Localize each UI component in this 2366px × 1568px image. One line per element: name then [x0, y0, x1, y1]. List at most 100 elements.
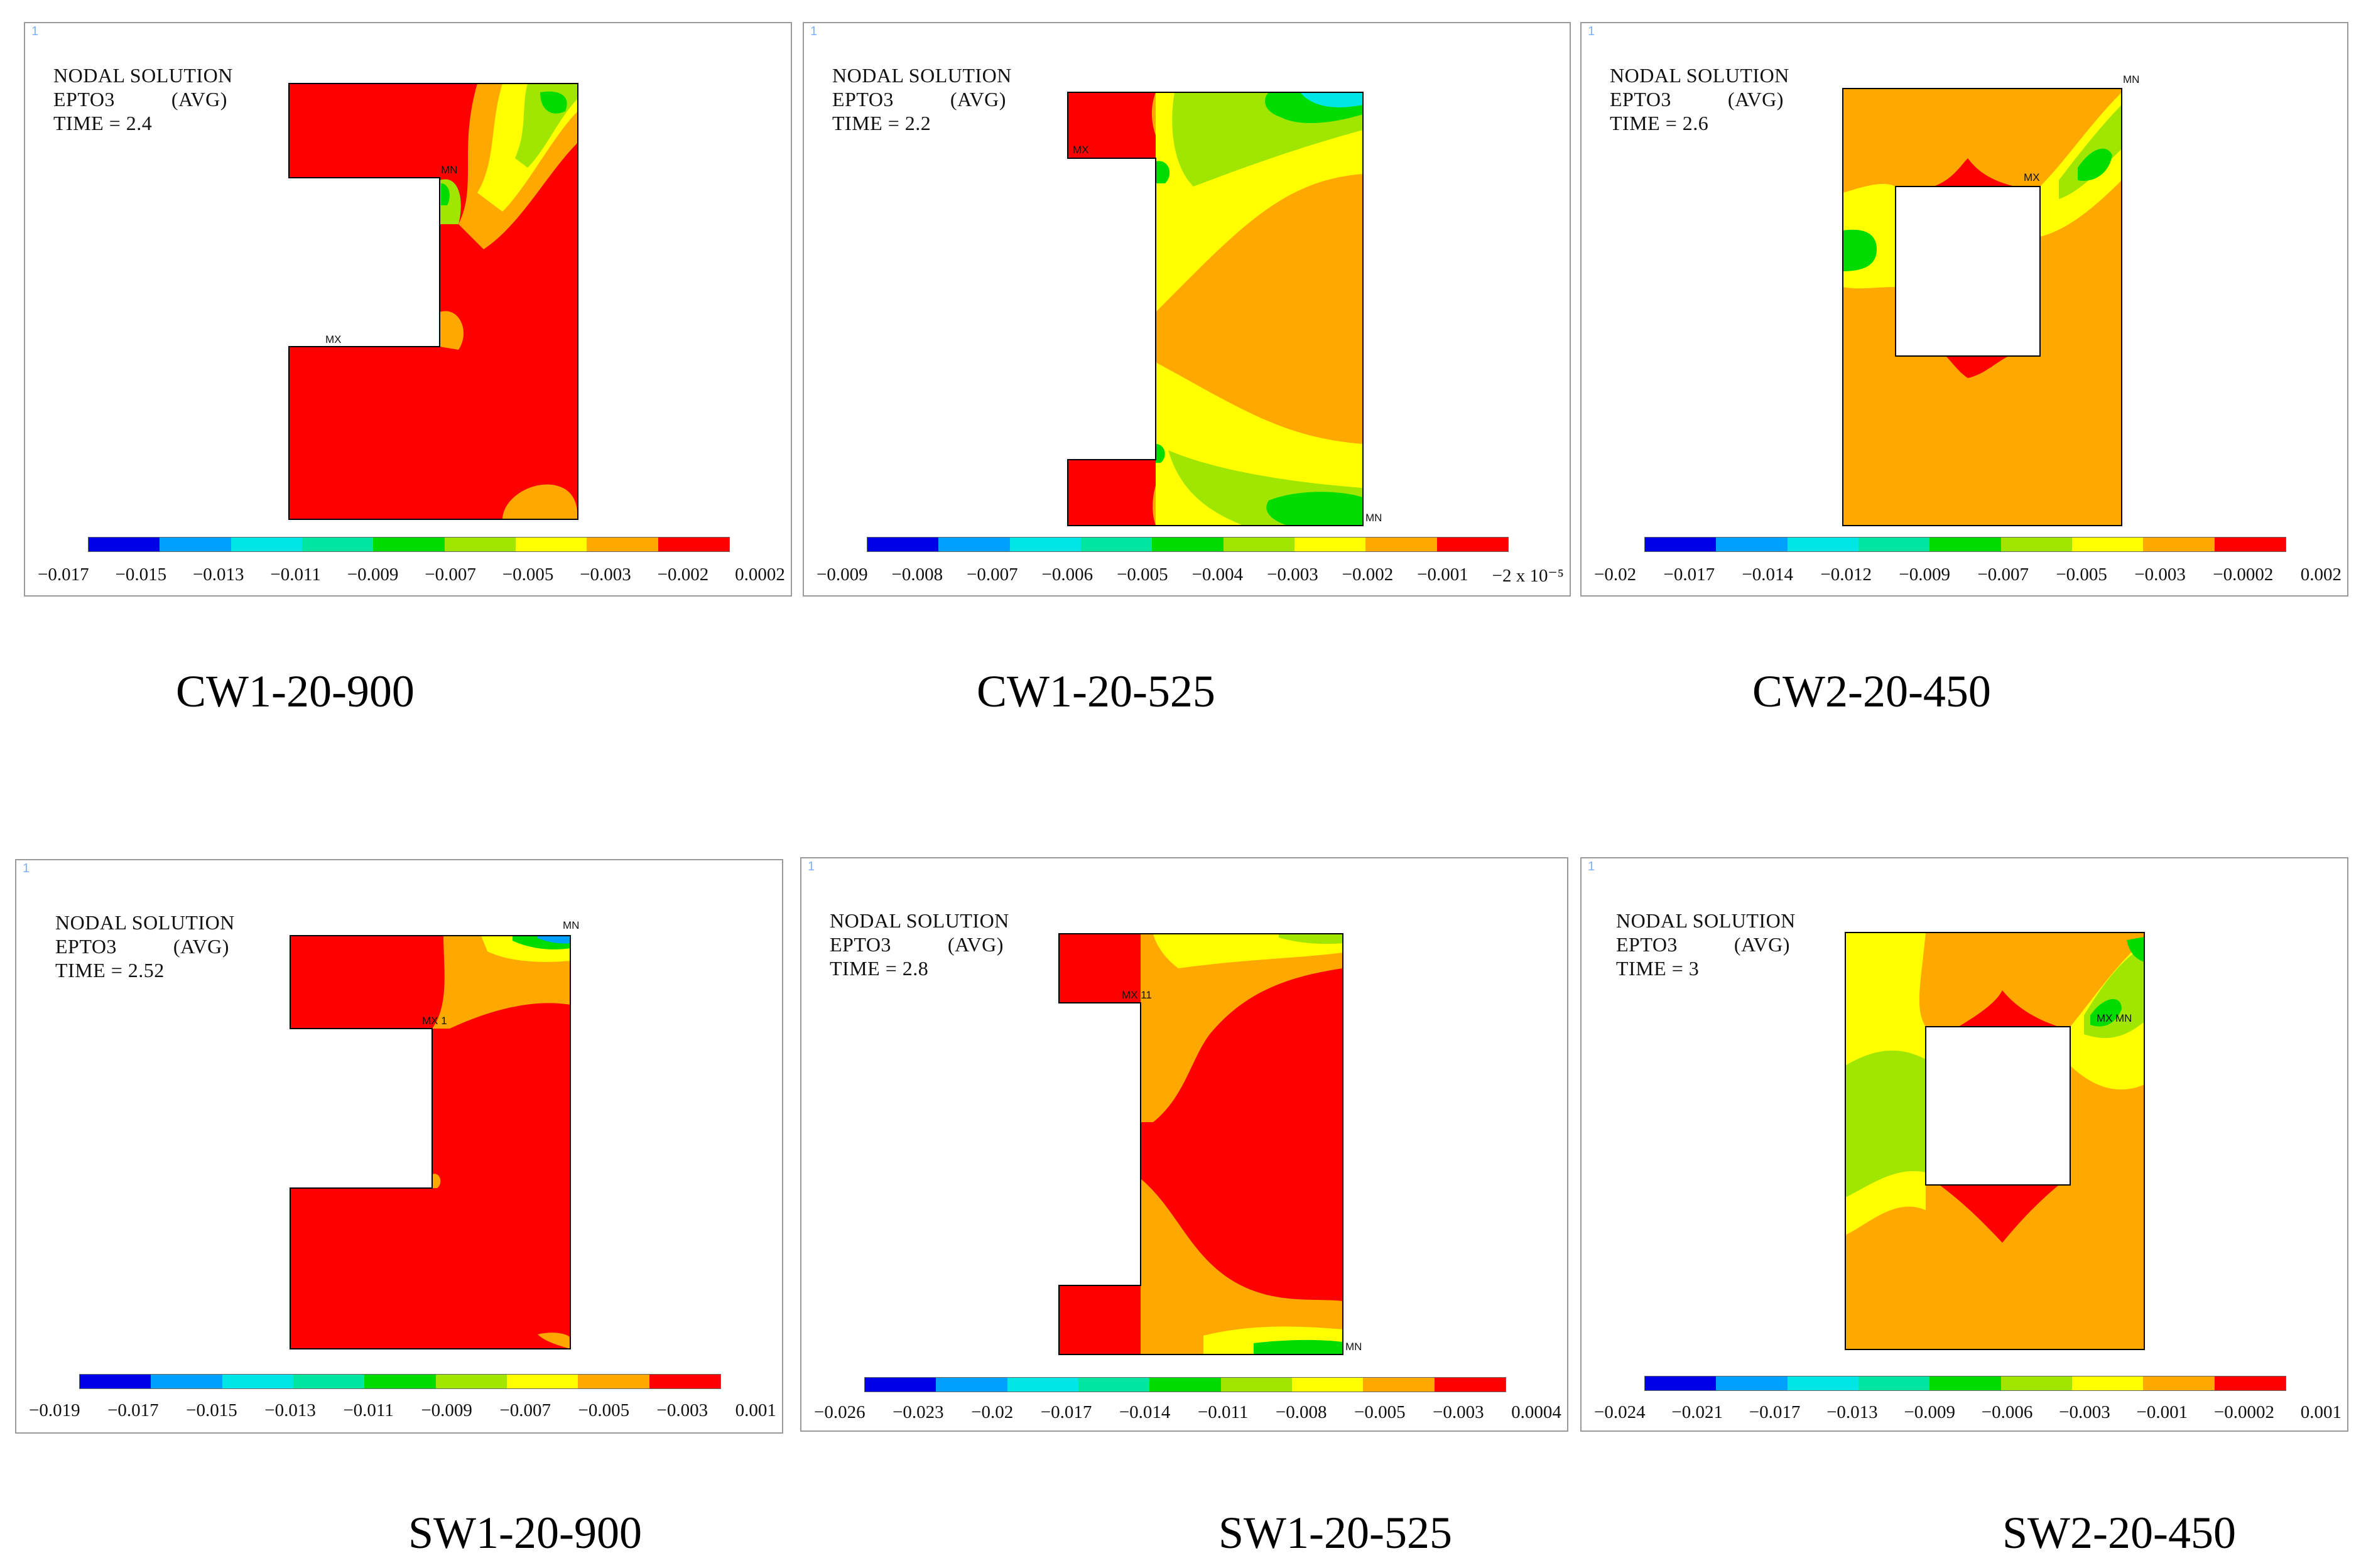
- scale-segment: [1858, 538, 1930, 551]
- contour-region: [1141, 934, 1343, 1122]
- scale-tick-label: 0.0004: [1511, 1402, 1561, 1422]
- scale-tick-label: −0.017: [107, 1400, 159, 1420]
- scale-segment: [867, 538, 939, 551]
- scale-segment: [444, 538, 516, 551]
- scale-segment: [231, 538, 302, 551]
- corner-mark: 1: [31, 24, 39, 38]
- caption-cw1-20-525: CW1-20-525: [977, 666, 1215, 716]
- contour-region: [502, 484, 578, 519]
- contour-panel-sw1-20-900: 1 NODAL SOLUTION EPTO3 (AVG) TIME = 2.52 …: [15, 859, 783, 1434]
- scale-segment: [515, 538, 587, 551]
- scale-segment: [1009, 538, 1081, 551]
- scale-tick-label: 0.0002: [735, 565, 785, 585]
- contour-panel-cw1-20-900: 1 NODAL SOLUTION EPTO3 (AVG) TIME = 2.4 M…: [24, 22, 792, 597]
- contour-plot: [288, 83, 578, 520]
- contour-region: [1068, 92, 1168, 158]
- header-title: NODAL SOLUTION: [1616, 909, 1796, 932]
- contour-panel-sw1-20-525: 1 NODAL SOLUTION EPTO3 (AVG) TIME = 2.8 M…: [800, 857, 1568, 1432]
- scale-tick-label: −0.015: [186, 1400, 237, 1420]
- corner-mark: 1: [810, 24, 818, 38]
- scale-segment: [658, 538, 729, 551]
- header-title: NODAL SOLUTION: [1610, 64, 1789, 87]
- header-time: TIME = 2.52: [55, 959, 165, 981]
- max-marker: MX 1: [422, 1015, 447, 1027]
- contour-region: [2059, 105, 2122, 199]
- scale-tick-label: −0.005: [578, 1400, 630, 1420]
- scale-segment: [1929, 538, 2001, 551]
- scale-tick-label: −0.001: [1417, 565, 1468, 585]
- contour-region: [1068, 460, 1168, 526]
- scale-tick-label: −0.003: [2134, 565, 2186, 585]
- header-result: EPTO3 (AVG): [1610, 88, 1784, 111]
- contour-region: [1845, 1051, 1926, 1198]
- plot-header: NODAL SOLUTION EPTO3 (AVG) TIME = 2.8: [830, 909, 1009, 980]
- header-time: TIME = 2.4: [53, 112, 153, 134]
- contour-region: [1933, 158, 2015, 187]
- scale-ticks: −0.017 −0.015 −0.013 −0.011 −0.009 −0.007 −0.0…: [38, 565, 785, 585]
- contour-region: [1156, 444, 1165, 463]
- contour-region: [1940, 1185, 2059, 1243]
- scale-tick-label: −0.007: [1977, 565, 2029, 585]
- min-marker: MN: [1345, 1341, 1362, 1353]
- scale-segment: [364, 1375, 436, 1388]
- color-scale-bar: [79, 1374, 721, 1389]
- scale-tick-label: −0.009: [1899, 565, 1950, 585]
- header-title: NODAL SOLUTION: [53, 64, 233, 87]
- scale-segment: [1078, 1378, 1150, 1392]
- scale-segment: [2000, 1376, 2072, 1390]
- scale-segment: [1080, 538, 1153, 551]
- wall-outline: [290, 935, 571, 1349]
- scale-tick-label: −0.003: [580, 565, 631, 585]
- scale-tick-label: −0.002: [657, 565, 709, 585]
- scale-ticks: −0.024 −0.021 −0.017 −0.013 −0.009 −0.006 −0.0…: [1594, 1402, 2342, 1423]
- contour-region: [1059, 1285, 1141, 1354]
- scale-tick-label: −0.008: [1275, 1402, 1327, 1422]
- scale-segment: [1291, 1378, 1364, 1392]
- header-result: EPTO3 (AVG): [53, 88, 227, 111]
- scale-segment: [1007, 1378, 1078, 1392]
- header-result: EPTO3 (AVG): [832, 88, 1006, 111]
- max-marker: MX: [325, 333, 342, 345]
- header-result: EPTO3 (AVG): [830, 933, 1004, 956]
- scale-tick-label: −0.009: [817, 565, 868, 585]
- header-time: TIME = 3: [1616, 957, 1700, 980]
- scale-segment: [1365, 538, 1437, 551]
- caption-cw1-20-900: CW1-20-900: [176, 666, 415, 716]
- scale-tick-label: −0.021: [1671, 1402, 1723, 1422]
- scale-segment: [1716, 1376, 1788, 1390]
- scale-tick-label: 0.001: [735, 1400, 776, 1420]
- scale-tick-label: −2 x 10⁻⁵: [1492, 566, 1564, 586]
- scale-segment: [160, 538, 231, 551]
- scale-tick-label: −0.02: [971, 1402, 1014, 1422]
- header-result: EPTO3 (AVG): [55, 935, 229, 958]
- scale-tick-label: −0.011: [1197, 1402, 1249, 1422]
- contour-region: [1843, 229, 1877, 271]
- contour-region: [1141, 1179, 1343, 1354]
- color-scale-bar: [867, 537, 1509, 552]
- scale-segment: [506, 1375, 578, 1388]
- scale-tick-label: −0.005: [1117, 565, 1168, 585]
- scale-segment: [1787, 538, 1859, 551]
- scale-tick-label: −0.004: [1191, 565, 1244, 585]
- header-time: TIME = 2.8: [830, 957, 929, 980]
- scale-tick-label: −0.006: [1041, 565, 1093, 585]
- contour-region: [441, 183, 450, 205]
- scale-segment: [2071, 1376, 2144, 1390]
- contour-region: [1156, 161, 1170, 183]
- scale-segment: [2143, 1376, 2215, 1390]
- plot-header: NODAL SOLUTION EPTO3 (AVG) TIME = 2.2: [832, 63, 1012, 135]
- header-result: EPTO3 (AVG): [1616, 933, 1790, 956]
- scale-tick-label: −0.014: [1742, 565, 1794, 585]
- scale-ticks: −0.02 −0.017 −0.014 −0.012 −0.009 −0.007 −0.00…: [1594, 565, 2342, 585]
- scale-segment: [2071, 538, 2144, 551]
- wall-shape: [290, 936, 570, 1349]
- scale-tick-label: −0.011: [270, 565, 321, 585]
- wall-outline: [1058, 933, 1343, 1355]
- wall-outline: [1842, 88, 2122, 526]
- contour-region: [1266, 492, 1363, 526]
- scale-tick-label: 0.002: [2300, 565, 2342, 585]
- scale-segment: [649, 1375, 720, 1388]
- contour-region: [2090, 998, 2122, 1027]
- scale-tick-label: −0.008: [891, 565, 943, 585]
- contour-region: [2127, 937, 2144, 962]
